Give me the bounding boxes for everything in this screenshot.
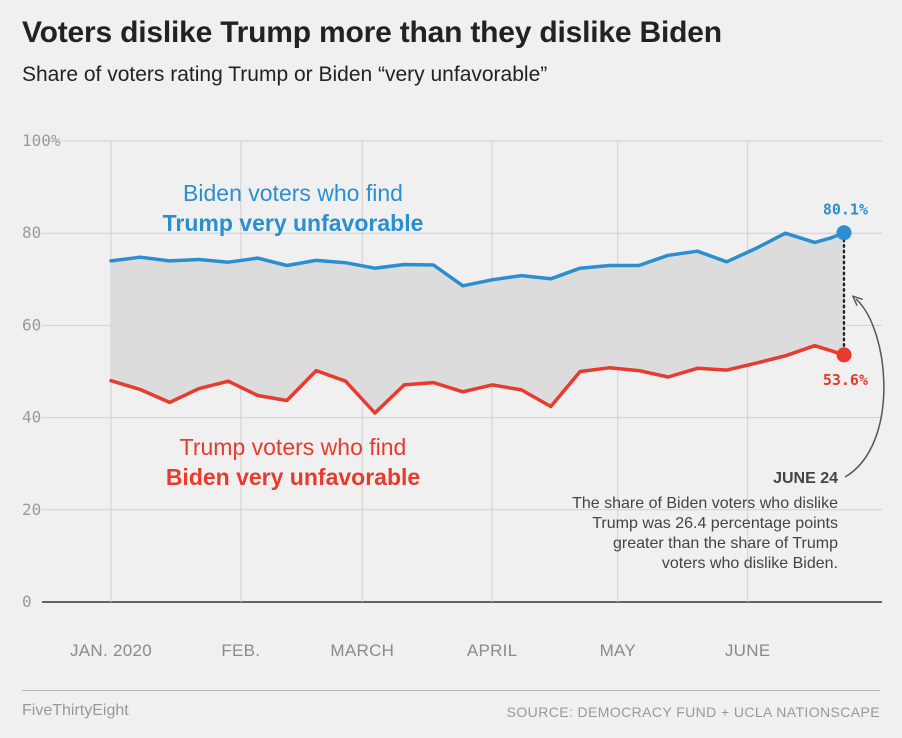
chart-labels: 0 20 40 60 80 100% JAN. 2020 FEB. MARCH APRIL MAY J…: [22, 131, 885, 660]
annotation-text-line: The share of Biden voters who dislike: [572, 495, 838, 512]
footer-divider: [22, 690, 880, 691]
gap-area: [111, 232, 844, 413]
y-tick-label: 40: [22, 408, 41, 427]
series-label-trump_voters: Trump voters who find Biden very unfavora…: [166, 434, 420, 490]
annotation-heading: JUNE 24: [773, 470, 838, 487]
x-tick-label: APRIL: [467, 641, 518, 660]
y-tick-label: 20: [22, 500, 41, 519]
gap-fill: [111, 232, 844, 413]
annotation-text-line: Trump was 26.4 percentage points: [592, 515, 838, 532]
y-tick-label: 0: [22, 592, 32, 611]
source-note: SOURCE: DEMOCRACY FUND + UCLA NATIONSCAP…: [506, 704, 880, 720]
x-tick-label: FEB.: [221, 641, 260, 660]
annotation-text-line: voters who dislike Biden.: [662, 555, 838, 572]
series-label-line1: Trump voters who find: [180, 434, 407, 460]
series-line-trump_voters: [109, 343, 846, 415]
y-tick-label: 80: [22, 223, 41, 242]
series-label-line1: Biden voters who find: [183, 180, 403, 206]
x-tick-label: JUNE: [725, 641, 771, 660]
end-marker-biden_voters: [836, 225, 852, 241]
line-chart: 0 20 40 60 80 100% JAN. 2020 FEB. MARCH APRIL MAY J…: [22, 131, 885, 660]
annotation-text-line: greater than the share of Trump: [613, 535, 838, 552]
x-tick-label: MAY: [600, 641, 636, 660]
x-tick-label: JAN. 2020: [70, 641, 152, 660]
series-line-biden_voters: [109, 230, 846, 288]
y-tick-label: 100%: [22, 131, 61, 150]
brand-logo-text: FiveThirtyEight: [22, 702, 129, 719]
chart-title: Voters dislike Trump more than they disl…: [22, 16, 722, 49]
series-label-line2: Biden very unfavorable: [166, 464, 420, 490]
annotation-arrow: [844, 299, 885, 478]
end-marker-trump_voters: [836, 347, 852, 363]
chart-subtitle: Share of voters rating Trump or Biden “v…: [22, 63, 548, 86]
end-label-trump_voters: 53.6%: [823, 371, 868, 389]
end-label-biden_voters: 80.1%: [823, 201, 868, 219]
series-label-biden_voters: Biden voters who find Trump very unfavora…: [163, 180, 424, 236]
y-tick-label: 60: [22, 315, 41, 334]
x-tick-label: MARCH: [330, 641, 394, 660]
series-label-line2: Trump very unfavorable: [163, 210, 424, 236]
series-lines: [109, 225, 852, 415]
